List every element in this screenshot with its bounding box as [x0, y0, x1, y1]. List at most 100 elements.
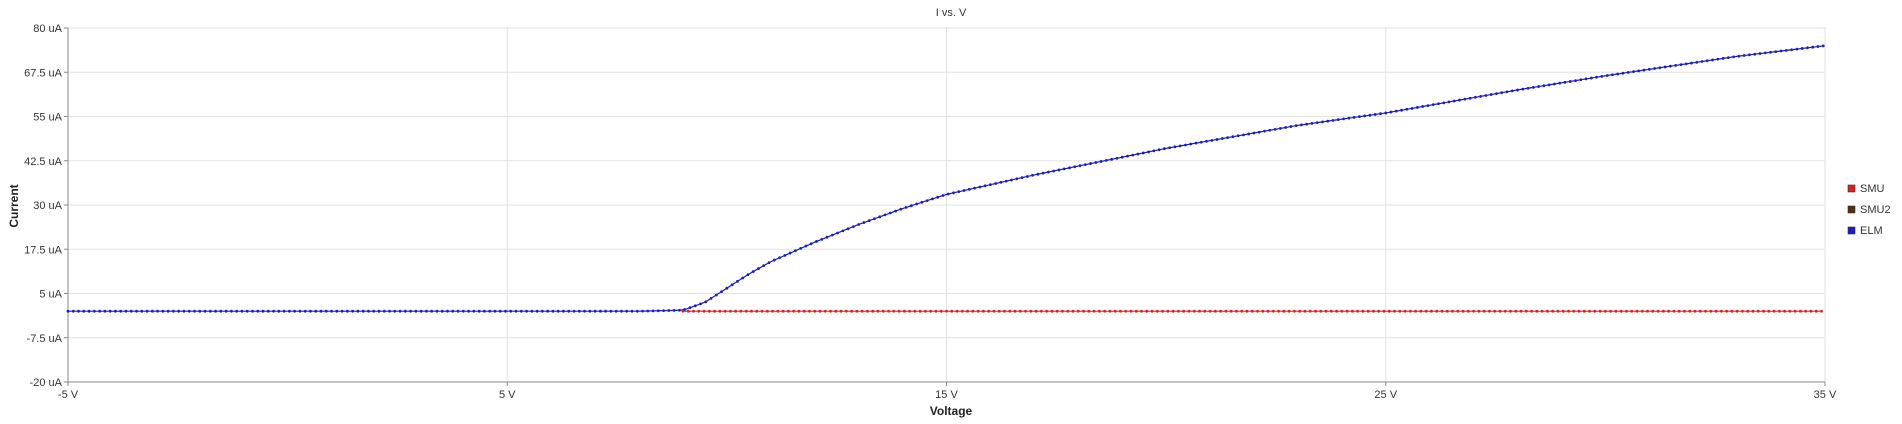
series-smu-point: [1651, 309, 1655, 313]
legend-swatch-smu: [1847, 184, 1856, 193]
series-elm-point: [1405, 107, 1409, 111]
series-smu-point: [1683, 309, 1686, 313]
series-smu-point: [1572, 309, 1576, 313]
series-smu-point: [1656, 309, 1660, 313]
series-elm-point: [904, 206, 908, 209]
series-smu-point: [1103, 309, 1107, 313]
series-smu-point: [1814, 309, 1818, 313]
series-elm-point: [145, 309, 149, 313]
series-elm-point: [1421, 105, 1425, 108]
series-smu-point: [1598, 309, 1602, 313]
series-smu-point: [1714, 309, 1718, 313]
series-elm-point: [1242, 133, 1245, 137]
series-smu-point: [850, 309, 854, 313]
series-smu-point: [1698, 309, 1702, 313]
series-smu-point: [1071, 309, 1075, 313]
series-elm-point: [562, 309, 565, 313]
series-elm-point: [156, 309, 160, 313]
y-tick-label: 17.5 uA: [24, 244, 63, 256]
series-smu-point: [1530, 309, 1533, 313]
series-elm-point: [1268, 128, 1272, 132]
series-elm-point: [1152, 149, 1156, 153]
series-elm-point: [1790, 48, 1794, 52]
series-elm-point: [957, 190, 961, 194]
series-smu-point: [1430, 309, 1433, 313]
series-elm-point: [377, 309, 381, 313]
series-smu-point: [1451, 309, 1454, 313]
series-smu-point: [1082, 309, 1085, 313]
series-elm-point: [746, 273, 750, 276]
series-smu-point: [987, 309, 991, 313]
series-smu-point: [829, 309, 832, 313]
series-elm-point: [1600, 74, 1604, 78]
series-elm-point: [1795, 47, 1799, 51]
series-elm-point: [688, 306, 692, 310]
series-smu-point: [1603, 309, 1607, 313]
series-elm-point: [878, 215, 882, 219]
series-elm-point: [98, 309, 102, 313]
series-smu-point: [855, 309, 859, 313]
series-elm-point: [1400, 108, 1403, 112]
series-elm-point: [1384, 111, 1388, 115]
y-tick-label: -7.5 uA: [27, 333, 63, 345]
series-elm-point: [1563, 80, 1567, 84]
series-smu-point: [1762, 309, 1765, 313]
series-elm-point: [1194, 141, 1198, 145]
series-elm-point: [361, 309, 365, 313]
series-smu-point: [1509, 309, 1512, 313]
series-smu-point: [1308, 309, 1312, 313]
series-elm-point: [530, 309, 534, 313]
series-elm-point: [825, 235, 829, 239]
series-smu-point: [1730, 309, 1734, 313]
series-elm-point: [1189, 142, 1193, 146]
series-smu-point: [1340, 309, 1344, 313]
legend-label-smu: SMU: [1860, 183, 1885, 195]
series-smu-point: [866, 309, 869, 313]
series-elm-point: [277, 309, 281, 313]
series-elm-point: [1437, 102, 1440, 106]
series-elm-point: [498, 309, 502, 313]
series-elm-point: [261, 309, 265, 313]
series-elm-point: [203, 309, 207, 313]
x-tick-label: 25 V: [1374, 389, 1397, 401]
series-elm-point: [1653, 67, 1656, 70]
series-elm-point: [577, 309, 581, 313]
series-smu-point: [692, 309, 695, 313]
series-smu-point: [1419, 309, 1423, 313]
series-elm-point: [1605, 74, 1609, 77]
series-elm-point: [1442, 101, 1446, 105]
series-elm-point: [1479, 94, 1483, 98]
series-elm-point: [1816, 45, 1820, 48]
series-smu-point: [945, 309, 948, 313]
series-elm-point: [1331, 118, 1335, 122]
series-elm-point: [1394, 109, 1398, 113]
series-smu-point: [1203, 309, 1207, 313]
series-elm-point: [931, 197, 934, 201]
series-smu-point: [1372, 309, 1375, 313]
series-elm-point: [1489, 93, 1493, 96]
series-smu-point: [860, 309, 864, 313]
series-elm-point: [1595, 75, 1598, 79]
series-elm-point: [1684, 62, 1688, 66]
series-smu-point: [1240, 309, 1244, 313]
series-smu-point: [1350, 309, 1354, 313]
series-elm-point: [430, 309, 434, 313]
series-smu-point: [871, 309, 875, 313]
series-elm-point: [978, 185, 982, 189]
series-smu-point: [1150, 309, 1154, 313]
series-smu-point: [1055, 309, 1059, 313]
series-smu-point: [1024, 309, 1027, 313]
series-smu-point: [1356, 309, 1360, 313]
series-elm-point: [1690, 61, 1693, 65]
series-elm-point: [309, 309, 312, 313]
series-elm-point: [1263, 129, 1266, 133]
series-elm-point: [1574, 79, 1577, 82]
series-elm-point: [92, 309, 96, 313]
series-smu-point: [1329, 309, 1333, 313]
series-elm-point: [1495, 92, 1498, 96]
series-elm-point: [1811, 45, 1815, 49]
series-elm-point: [1705, 59, 1709, 63]
series-elm-point: [1521, 87, 1525, 91]
series-elm-point: [293, 309, 297, 313]
series-elm-point: [351, 309, 355, 313]
